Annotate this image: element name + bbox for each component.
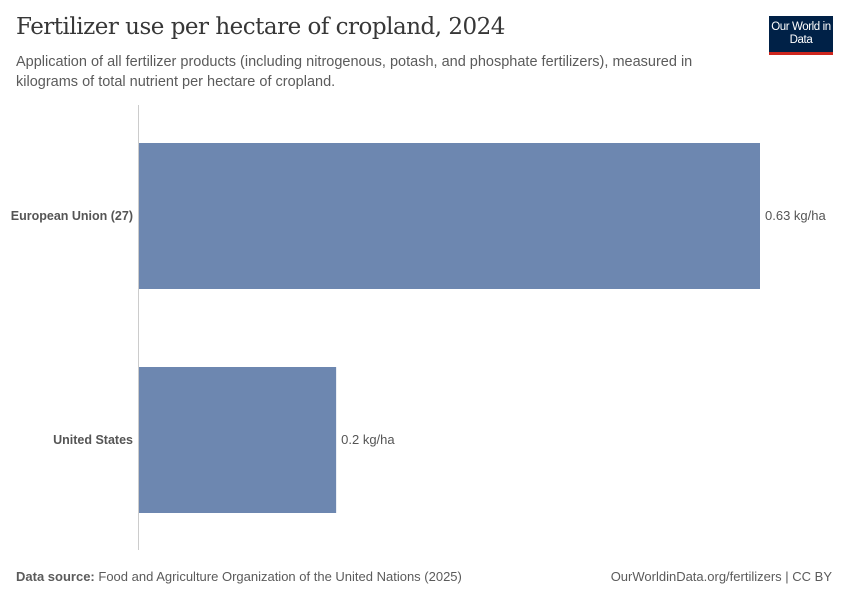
bar[interactable] <box>139 367 337 513</box>
bar[interactable] <box>139 143 760 289</box>
source-link[interactable]: OurWorldinData.org/fertilizers | CC BY <box>610 569 832 584</box>
value-label: 0.2 kg/ha <box>341 432 395 447</box>
category-label: European Union (27) <box>11 209 133 223</box>
chart-title: Fertilizer use per hectare of cropland, … <box>16 14 505 40</box>
chart-subtitle: Application of all fertilizer products (… <box>16 54 693 90</box>
data-source: Data source: Food and Agriculture Organi… <box>16 569 462 584</box>
owid-logo[interactable]: Our World in Data <box>769 16 833 55</box>
category-label: United States <box>53 433 133 447</box>
value-label: 0.63 kg/ha <box>765 208 826 223</box>
